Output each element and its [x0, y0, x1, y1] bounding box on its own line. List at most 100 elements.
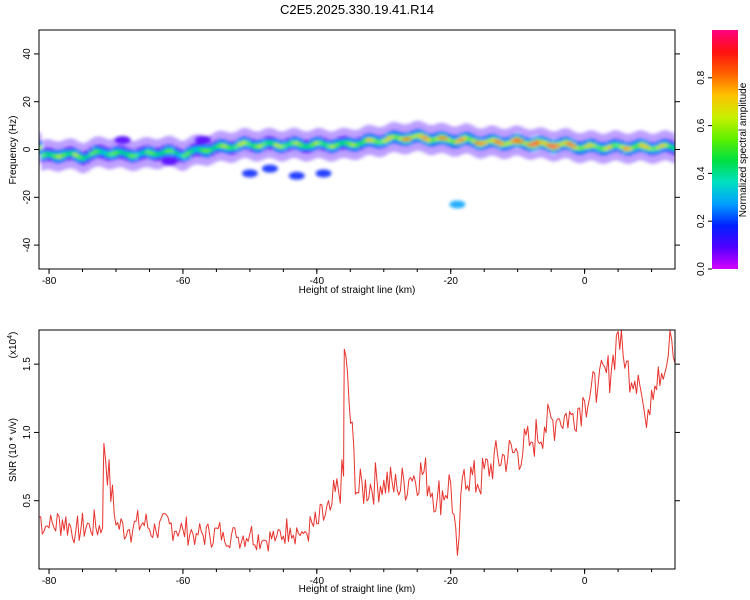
- snr-y-tick-label: 1.5: [22, 357, 33, 371]
- heatmap-cell: [462, 137, 468, 140]
- snr-x-tick-label: -80: [42, 576, 57, 587]
- colorbar-tick-label: 0.0: [696, 262, 707, 276]
- heatmap-cell: [97, 150, 102, 153]
- heatmap-cell: [442, 137, 448, 140]
- heatmap-cell: [265, 141, 271, 145]
- heatmap-cell: [189, 149, 195, 153]
- snr-panel: -80 -60 -40 -20 0 0.5 1.0 1.5 Height of straig…: [7, 329, 680, 595]
- colorbar: 0.0 0.2 0.4 0.6 0.8 Normalized spectral ampl…: [696, 30, 749, 276]
- heatmap-cell: [282, 144, 287, 148]
- heatmap-cell: [273, 143, 279, 147]
- heatmap-cell: [306, 145, 311, 148]
- heatmap-cell: [302, 145, 307, 148]
- heatmap-cell: [651, 147, 657, 151]
- colorbar-tick-label: 0.6: [696, 118, 707, 132]
- colorbar-gradient: [712, 30, 738, 269]
- heatmap-cell: [659, 144, 665, 148]
- heatmap-cell: [667, 145, 673, 148]
- spectrogram-x-tick-label: -20: [443, 276, 458, 287]
- heatmap-cell: [65, 152, 70, 156]
- heatmap-cell: [643, 145, 649, 148]
- heatmap-blob: [288, 171, 305, 180]
- heatmap-cell: [394, 135, 399, 139]
- heatmap-cell: [539, 141, 544, 144]
- figure-title: C2E5.2025.330.19.41.R14: [280, 2, 434, 17]
- heatmap-cell: [671, 146, 675, 150]
- heatmap-cell: [531, 143, 536, 146]
- heatmap-cell: [519, 140, 524, 143]
- heatmap-cell: [362, 139, 367, 143]
- heatmap-cell: [294, 141, 299, 145]
- heatmap-cell: [418, 134, 424, 138]
- heatmap-cell: [627, 147, 632, 151]
- snr-x-tick-label: -40: [310, 576, 325, 587]
- heatmap-cell: [229, 146, 235, 150]
- heatmap-cell: [185, 152, 191, 155]
- heatmap-cell: [322, 143, 327, 146]
- snr-exponent-label: (x104): [7, 332, 19, 359]
- heatmap-cell: [165, 149, 171, 153]
- heatmap-blob: [449, 200, 466, 209]
- spectrogram-panel: -80 -60 -40 -20 0 -40 -20 0 20 40 Height of stra…: [8, 29, 680, 296]
- spectrogram-y-tick-label: -40: [22, 237, 33, 252]
- heatmap-cell: [603, 147, 608, 151]
- heatmap-cell: [458, 138, 464, 142]
- heatmap-cell: [510, 139, 516, 143]
- heatmap-cell: [241, 141, 247, 145]
- heatmap-cell: [551, 145, 556, 148]
- heatmap-cell: [406, 137, 412, 141]
- heatmap-cell: [41, 154, 46, 157]
- heatmap-cell: [470, 139, 476, 143]
- spectrogram-y-axis-label: Frequency (Hz): [8, 116, 19, 185]
- heatmap-cell: [334, 143, 339, 147]
- spectrogram-y-tick-label: 20: [22, 96, 33, 108]
- heatmap-cell: [567, 142, 572, 146]
- heatmap-cell: [326, 144, 331, 148]
- heatmap-cell: [330, 145, 335, 148]
- heatmap-cell: [109, 153, 114, 156]
- heatmap-cell: [595, 145, 600, 149]
- spectrogram-y-tick-label: 0: [22, 146, 33, 152]
- heatmap-cell: [655, 146, 661, 150]
- heatmap-cell: [253, 145, 259, 148]
- snr-x-tick-label: -20: [443, 576, 458, 587]
- heatmap-cell: [342, 141, 347, 145]
- snr-x-ticks: -80 -60 -40 -20 0: [42, 569, 653, 587]
- spectrogram-x-tick-label: -80: [42, 276, 57, 287]
- heatmap-cell: [161, 150, 167, 154]
- heatmap-blob: [195, 135, 212, 144]
- heatmap-cell: [506, 141, 512, 145]
- heatmap-cell: [639, 144, 645, 147]
- heatmap-cell: [494, 140, 500, 144]
- heatmap-cell: [422, 136, 428, 140]
- heatmap-cell: [402, 138, 408, 141]
- heatmap-cell: [370, 139, 375, 142]
- heatmap-cell: [354, 143, 359, 147]
- heatmap-cell: [45, 152, 50, 156]
- colorbar-tick-label: 0.8: [696, 70, 707, 84]
- spectrogram-y-tick-label: 40: [22, 48, 33, 60]
- heatmap-cell: [515, 139, 520, 142]
- heatmap-cell: [117, 150, 122, 154]
- heatmap-cell: [69, 152, 74, 155]
- colorbar-ticks: 0.0 0.2 0.4 0.6 0.8: [696, 70, 712, 276]
- heatmap-cell: [137, 152, 142, 156]
- heatmap-cell: [599, 147, 604, 151]
- heatmap-cell: [125, 153, 130, 156]
- heatmap-blob: [161, 157, 178, 166]
- heatmap-cell: [39, 146, 42, 150]
- heatmap-cell: [414, 134, 420, 137]
- heatmap-cell: [430, 138, 436, 142]
- heatmap-cell: [298, 143, 303, 147]
- heatmap-blob: [241, 169, 258, 178]
- heatmap-cell: [105, 153, 110, 156]
- heatmap-cell: [358, 142, 363, 145]
- heatmap-cell: [205, 149, 211, 153]
- heatmap-cell: [563, 141, 568, 145]
- heatmap-cell: [233, 145, 239, 148]
- heatmap-cell: [213, 145, 219, 149]
- colorbar-tick-label: 0.2: [696, 214, 707, 228]
- heatmap-cell: [81, 157, 86, 160]
- heatmap-cell: [169, 149, 175, 153]
- heatmap-cell: [85, 155, 90, 158]
